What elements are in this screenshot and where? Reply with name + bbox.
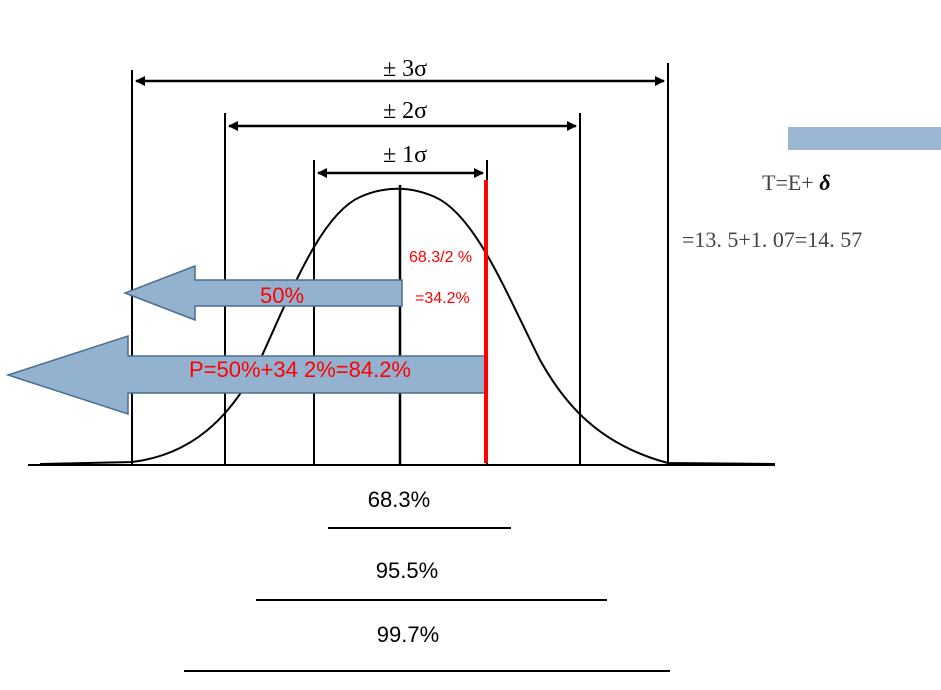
coverage-one-sigma: 68.3% <box>368 487 430 512</box>
blue-accent-bar <box>788 127 941 150</box>
formula-delta-symbol: δ <box>819 170 830 195</box>
formula-line-2: =13. 5+1. 07=14. 57 <box>682 227 862 252</box>
coverage-two-sigma: 95.5% <box>376 558 438 583</box>
three-sigma-label: ± 3σ <box>383 56 427 82</box>
one-sigma-label: ± 1σ <box>383 142 427 168</box>
formula-line-1: T=E+ δ <box>762 170 830 195</box>
two-sigma-label: ± 2σ <box>383 98 427 124</box>
total-probability-arrow <box>5 334 488 416</box>
fifty-percent-arrow <box>122 264 403 322</box>
fifty-percent-label: 50% <box>260 283 304 308</box>
total-probability-label: P=50%+34 2%=84.2% <box>189 357 411 382</box>
formula-line-1-prefix: T=E+ <box>762 170 814 195</box>
half-of-68-note: 68.3/2 % <box>409 249 472 266</box>
thirty-four-percent-note: =34.2% <box>415 290 470 307</box>
bell-curve <box>39 187 776 465</box>
coverage-three-sigma: 99.7% <box>377 622 439 647</box>
